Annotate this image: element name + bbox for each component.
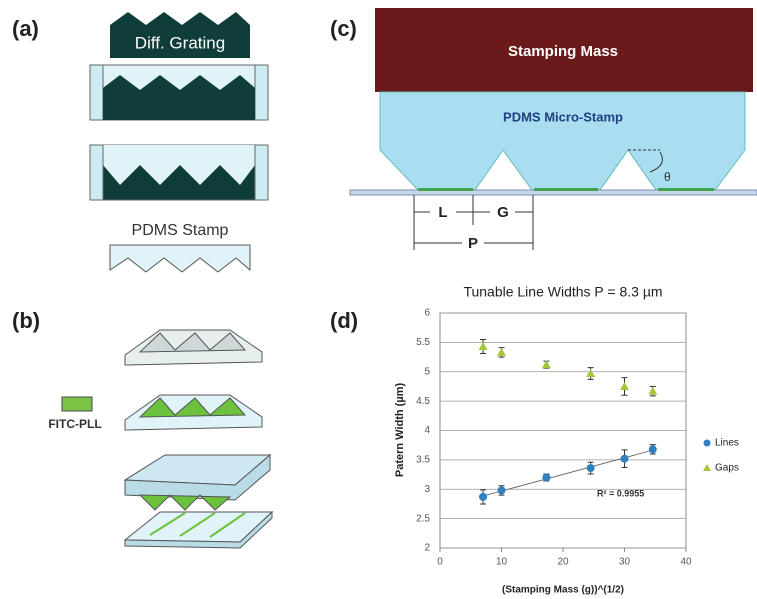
figure: (a) Diff. Grating PDMS Stamp (b) FITC-PL… (0, 0, 757, 599)
ink-swatch (62, 397, 92, 411)
point (586, 369, 595, 377)
point (498, 486, 506, 494)
angle-label: θ (664, 170, 671, 184)
y-tick-label: 3 (424, 484, 430, 495)
point (497, 348, 506, 356)
x-tick-label: 10 (496, 557, 508, 568)
dim-label: G (497, 204, 509, 221)
y-tick-label: 3.5 (416, 455, 430, 466)
panel-label: (b) (12, 308, 40, 333)
stamp-label: PDMS Micro-Stamp (503, 109, 623, 124)
y-tick-label: 5 (424, 366, 430, 377)
x-axis-label: (Stamping Mass (g))^(1/2) (502, 585, 624, 596)
stamp (110, 245, 250, 272)
panel-label: (a) (12, 16, 39, 41)
legend-label: Gaps (715, 463, 739, 474)
y-tick-label: 2 (424, 543, 430, 554)
x-tick-label: 30 (619, 557, 631, 568)
micro-stamp (380, 92, 745, 190)
grating-label: Diff. Grating (135, 33, 225, 52)
point (649, 445, 657, 453)
y-tick-label: 5.5 (416, 337, 430, 348)
x-tick-label: 20 (557, 557, 569, 568)
ink-label: FITC-PLL (48, 417, 101, 431)
point (542, 360, 551, 368)
y-tick-label: 4.5 (416, 396, 430, 407)
panel-label: (d) (330, 308, 358, 333)
mold-wall (255, 65, 268, 120)
mass-label: Stamping Mass (508, 43, 618, 60)
patterned-substrate (125, 512, 272, 548)
y-tick-label: 2.5 (416, 513, 430, 524)
legend-marker (703, 464, 711, 471)
dim-label: L (438, 204, 447, 221)
legend-label: Lines (715, 438, 739, 449)
ink-strip (418, 188, 714, 191)
point (479, 493, 487, 501)
legend-marker (704, 440, 711, 447)
mold-wall (90, 145, 103, 200)
chart-title: Tunable Line Widths P = 8.3 µm (463, 284, 662, 300)
stamp-label: PDMS Stamp (132, 222, 229, 239)
point (621, 455, 629, 463)
x-tick-label: 40 (680, 557, 692, 568)
point (648, 387, 657, 395)
mold-wall (255, 145, 268, 200)
annotation: R² = 0.9955 (597, 488, 644, 498)
stamp-contact-3d (125, 455, 270, 510)
point (479, 342, 488, 350)
y-axis-label: Patern Width (µm) (394, 383, 406, 478)
inked-stamp-3d (125, 395, 262, 430)
point (587, 464, 595, 472)
y-tick-label: 6 (424, 308, 430, 319)
stamp-3d (125, 330, 262, 365)
point (620, 382, 629, 390)
x-tick-label: 0 (437, 557, 443, 568)
y-tick-label: 4 (424, 425, 430, 436)
point (542, 474, 550, 482)
dim-label: P (468, 235, 478, 252)
mold-wall (90, 65, 103, 120)
panel-label: (c) (330, 16, 357, 41)
